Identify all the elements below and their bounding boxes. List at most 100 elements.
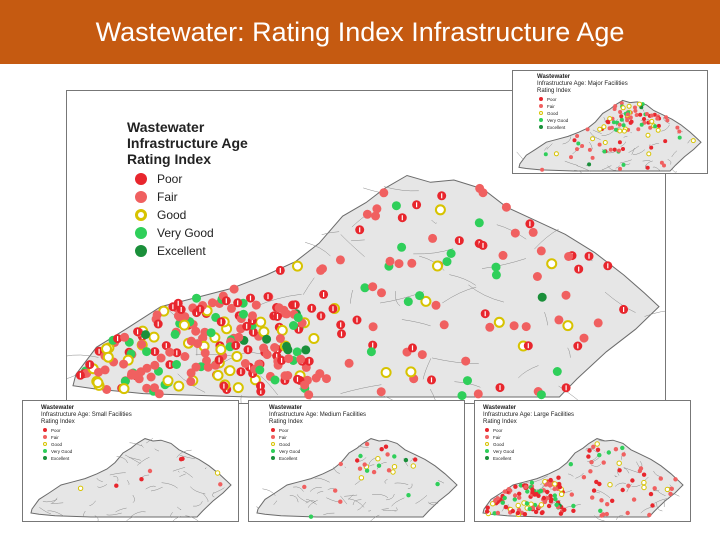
- facility-marker-fair: [379, 188, 389, 198]
- facility-marker-fair: [280, 371, 290, 381]
- poor-marker-glyph: [565, 385, 567, 391]
- facility-marker-fair: [362, 209, 372, 219]
- facility-marker-good: [552, 481, 558, 487]
- facility-marker-good: [493, 316, 505, 328]
- facility-marker-poor: [485, 505, 490, 510]
- poor-marker-glyph: [372, 342, 374, 348]
- facility-marker-poor: [620, 487, 625, 493]
- county-line: [146, 437, 154, 444]
- county-line: [431, 219, 437, 224]
- fair-marker-icon: [271, 435, 275, 440]
- fair-marker-icon: [485, 435, 489, 440]
- facility-marker-poor: [522, 512, 528, 517]
- facility-marker-fair: [333, 488, 338, 493]
- county-line: [350, 289, 354, 304]
- county-line: [468, 284, 504, 303]
- facility-marker-fair: [652, 486, 657, 491]
- legend-label: Fair: [493, 434, 501, 440]
- legend-label: Excellent: [493, 455, 512, 461]
- poor-marker-glyph: [249, 295, 252, 301]
- poor-marker-glyph: [340, 322, 342, 328]
- facility-marker-poor: [139, 477, 144, 482]
- poor-marker-glyph: [284, 377, 286, 383]
- facility-marker-fair: [580, 144, 585, 148]
- poor-marker-glyph: [320, 313, 322, 319]
- facility-marker-verygood: [492, 511, 497, 516]
- county-line: [644, 310, 665, 317]
- legend-item: Poor: [271, 427, 366, 434]
- facility-marker-poor: [597, 481, 602, 487]
- facility-marker-poor: [515, 510, 521, 516]
- medium-facilities-map-svg: [256, 438, 458, 521]
- county-line: [614, 482, 626, 487]
- county-line: [289, 495, 299, 503]
- county-line: [516, 151, 524, 160]
- facility-marker-verygood: [525, 489, 530, 494]
- legend-label: Very Good: [547, 117, 569, 123]
- facility-marker-fair: [137, 339, 147, 349]
- poor-marker-glyph: [157, 321, 159, 327]
- county-line: [481, 258, 526, 269]
- county-line: [82, 510, 86, 517]
- facility-marker-poor: [503, 504, 509, 510]
- facility-marker-fair: [637, 468, 643, 474]
- facility-marker-fair: [142, 363, 152, 373]
- facility-marker-excellent: [262, 334, 272, 344]
- facility-marker-fair: [498, 250, 508, 260]
- facility-marker-fair: [385, 256, 395, 266]
- county-line: [314, 477, 330, 483]
- county-line: [652, 166, 661, 172]
- facility-marker-poor: [562, 507, 567, 512]
- county-line: [376, 462, 387, 470]
- county-line: [410, 458, 413, 462]
- legend-title-line: Wastewater: [483, 405, 517, 411]
- county-line: [419, 255, 445, 271]
- facility-marker-good: [148, 331, 160, 343]
- facility-marker-poor: [413, 457, 418, 462]
- poor-marker-glyph: [154, 349, 156, 355]
- facility-marker-fair: [501, 202, 511, 212]
- legend-item: Fair: [271, 434, 366, 441]
- facility-marker-verygood: [502, 495, 507, 501]
- facility-marker-fair: [207, 298, 217, 308]
- poor-marker-glyph: [276, 314, 279, 319]
- county-line: [567, 347, 571, 358]
- facility-marker-good: [620, 105, 626, 111]
- county-line: [115, 507, 127, 513]
- facility-marker-poor: [556, 475, 561, 480]
- county-line: [368, 510, 372, 512]
- facility-marker-fair: [284, 354, 294, 364]
- facility-marker-fair: [604, 511, 609, 517]
- facility-marker-fair: [154, 389, 164, 399]
- facility-marker-verygood: [602, 149, 607, 154]
- county-line: [128, 457, 141, 461]
- county-line: [340, 495, 348, 505]
- facility-marker-fair: [618, 166, 622, 171]
- poor-marker-glyph: [196, 310, 198, 316]
- facility-marker-fair: [633, 105, 637, 110]
- facility-marker-verygood: [474, 218, 484, 228]
- facility-marker-good: [276, 324, 288, 336]
- small-facilities-inset: Wastewater Infrastructure Age: Small Fac…: [22, 400, 239, 522]
- poor-marker-icon: [271, 428, 275, 433]
- inset-legend: Wastewater Infrastructure Age: Medium Fa…: [269, 405, 366, 462]
- facility-marker-poor: [594, 479, 599, 485]
- facility-marker-poor: [572, 138, 577, 143]
- facility-marker-fair: [618, 110, 623, 114]
- county-line: [544, 146, 548, 151]
- county-line: [407, 483, 413, 489]
- facility-marker-good: [173, 380, 185, 392]
- county-line: [116, 456, 128, 464]
- county-line: [589, 131, 601, 140]
- facility-marker-good: [641, 484, 647, 491]
- facility-marker-fair: [579, 333, 589, 343]
- county-line: [614, 475, 618, 478]
- county-line: [442, 286, 477, 304]
- county-line: [359, 457, 367, 462]
- facility-marker-verygood: [255, 365, 265, 375]
- facility-marker-good: [77, 485, 84, 492]
- county-line: [394, 507, 398, 512]
- county-line: [132, 494, 135, 503]
- facility-marker-fair: [544, 482, 550, 487]
- facility-marker-verygood: [512, 497, 517, 502]
